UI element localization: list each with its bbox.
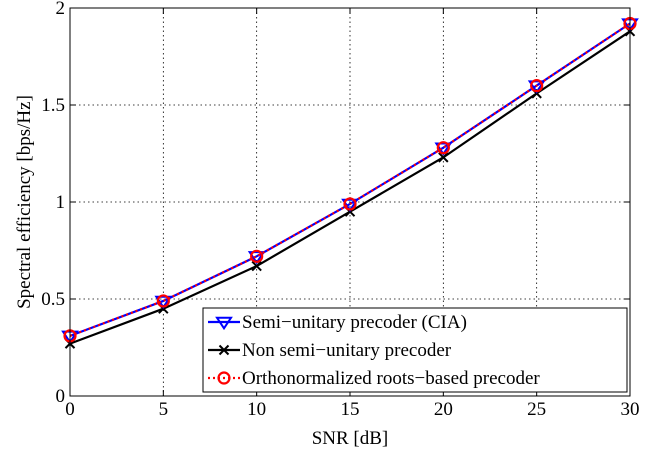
x-tick-label: 30 <box>621 399 640 420</box>
legend: Semi−unitary precoder (CIA) Non semi−unit… <box>202 307 628 393</box>
y-tick-label: 2 <box>56 0 66 19</box>
x-axis-label: SNR [dB] <box>312 428 389 448</box>
legend-label: Non semi−unitary precoder <box>242 340 452 361</box>
legend-marker <box>218 344 230 356</box>
x-tick-label: 25 <box>527 399 546 420</box>
data-point <box>436 141 450 155</box>
data-point <box>250 249 264 263</box>
grid <box>70 8 630 396</box>
marker-stroke <box>438 152 449 163</box>
y-tick-label: 1.5 <box>41 95 65 116</box>
data-point <box>251 260 262 272</box>
legend-entry: Orthonormalized roots−based precoder <box>208 368 540 389</box>
legend-entry: Non semi−unitary precoder <box>208 340 452 361</box>
legend-label: Semi−unitary precoder (CIA) <box>242 312 467 333</box>
y-axis-label: Spectral efficiency [bps/Hz] <box>14 95 35 309</box>
ticks: 0 5 10 15 20 25 30 0 0.5 1 1.5 2 <box>41 0 639 420</box>
legend-marker <box>217 371 231 385</box>
series-line <box>69 22 631 337</box>
x-tick-label: 5 <box>159 399 169 420</box>
data-point <box>527 80 546 94</box>
marker-stroke <box>251 260 262 272</box>
x-tick-label: 15 <box>341 399 360 420</box>
y-tick-label: 0.5 <box>41 289 65 310</box>
data-point <box>343 197 357 211</box>
legend-box <box>202 307 628 393</box>
data-point <box>247 251 266 265</box>
series-layer <box>61 16 639 349</box>
x-tick-label: 20 <box>434 399 453 420</box>
legend-entry: Semi−unitary precoder (CIA) <box>208 312 467 333</box>
y-tick-label: 0 <box>56 386 66 407</box>
marker-stroke <box>218 344 230 356</box>
x-tick-label: 0 <box>65 399 75 420</box>
y-tick-label: 1 <box>56 192 66 213</box>
legend-marker <box>215 316 233 331</box>
data-point <box>156 294 170 308</box>
legend-label: Orthonormalized roots−based precoder <box>242 368 540 389</box>
x-tick-label: 10 <box>247 399 266 420</box>
data-point <box>438 152 449 163</box>
data-point <box>530 78 544 93</box>
